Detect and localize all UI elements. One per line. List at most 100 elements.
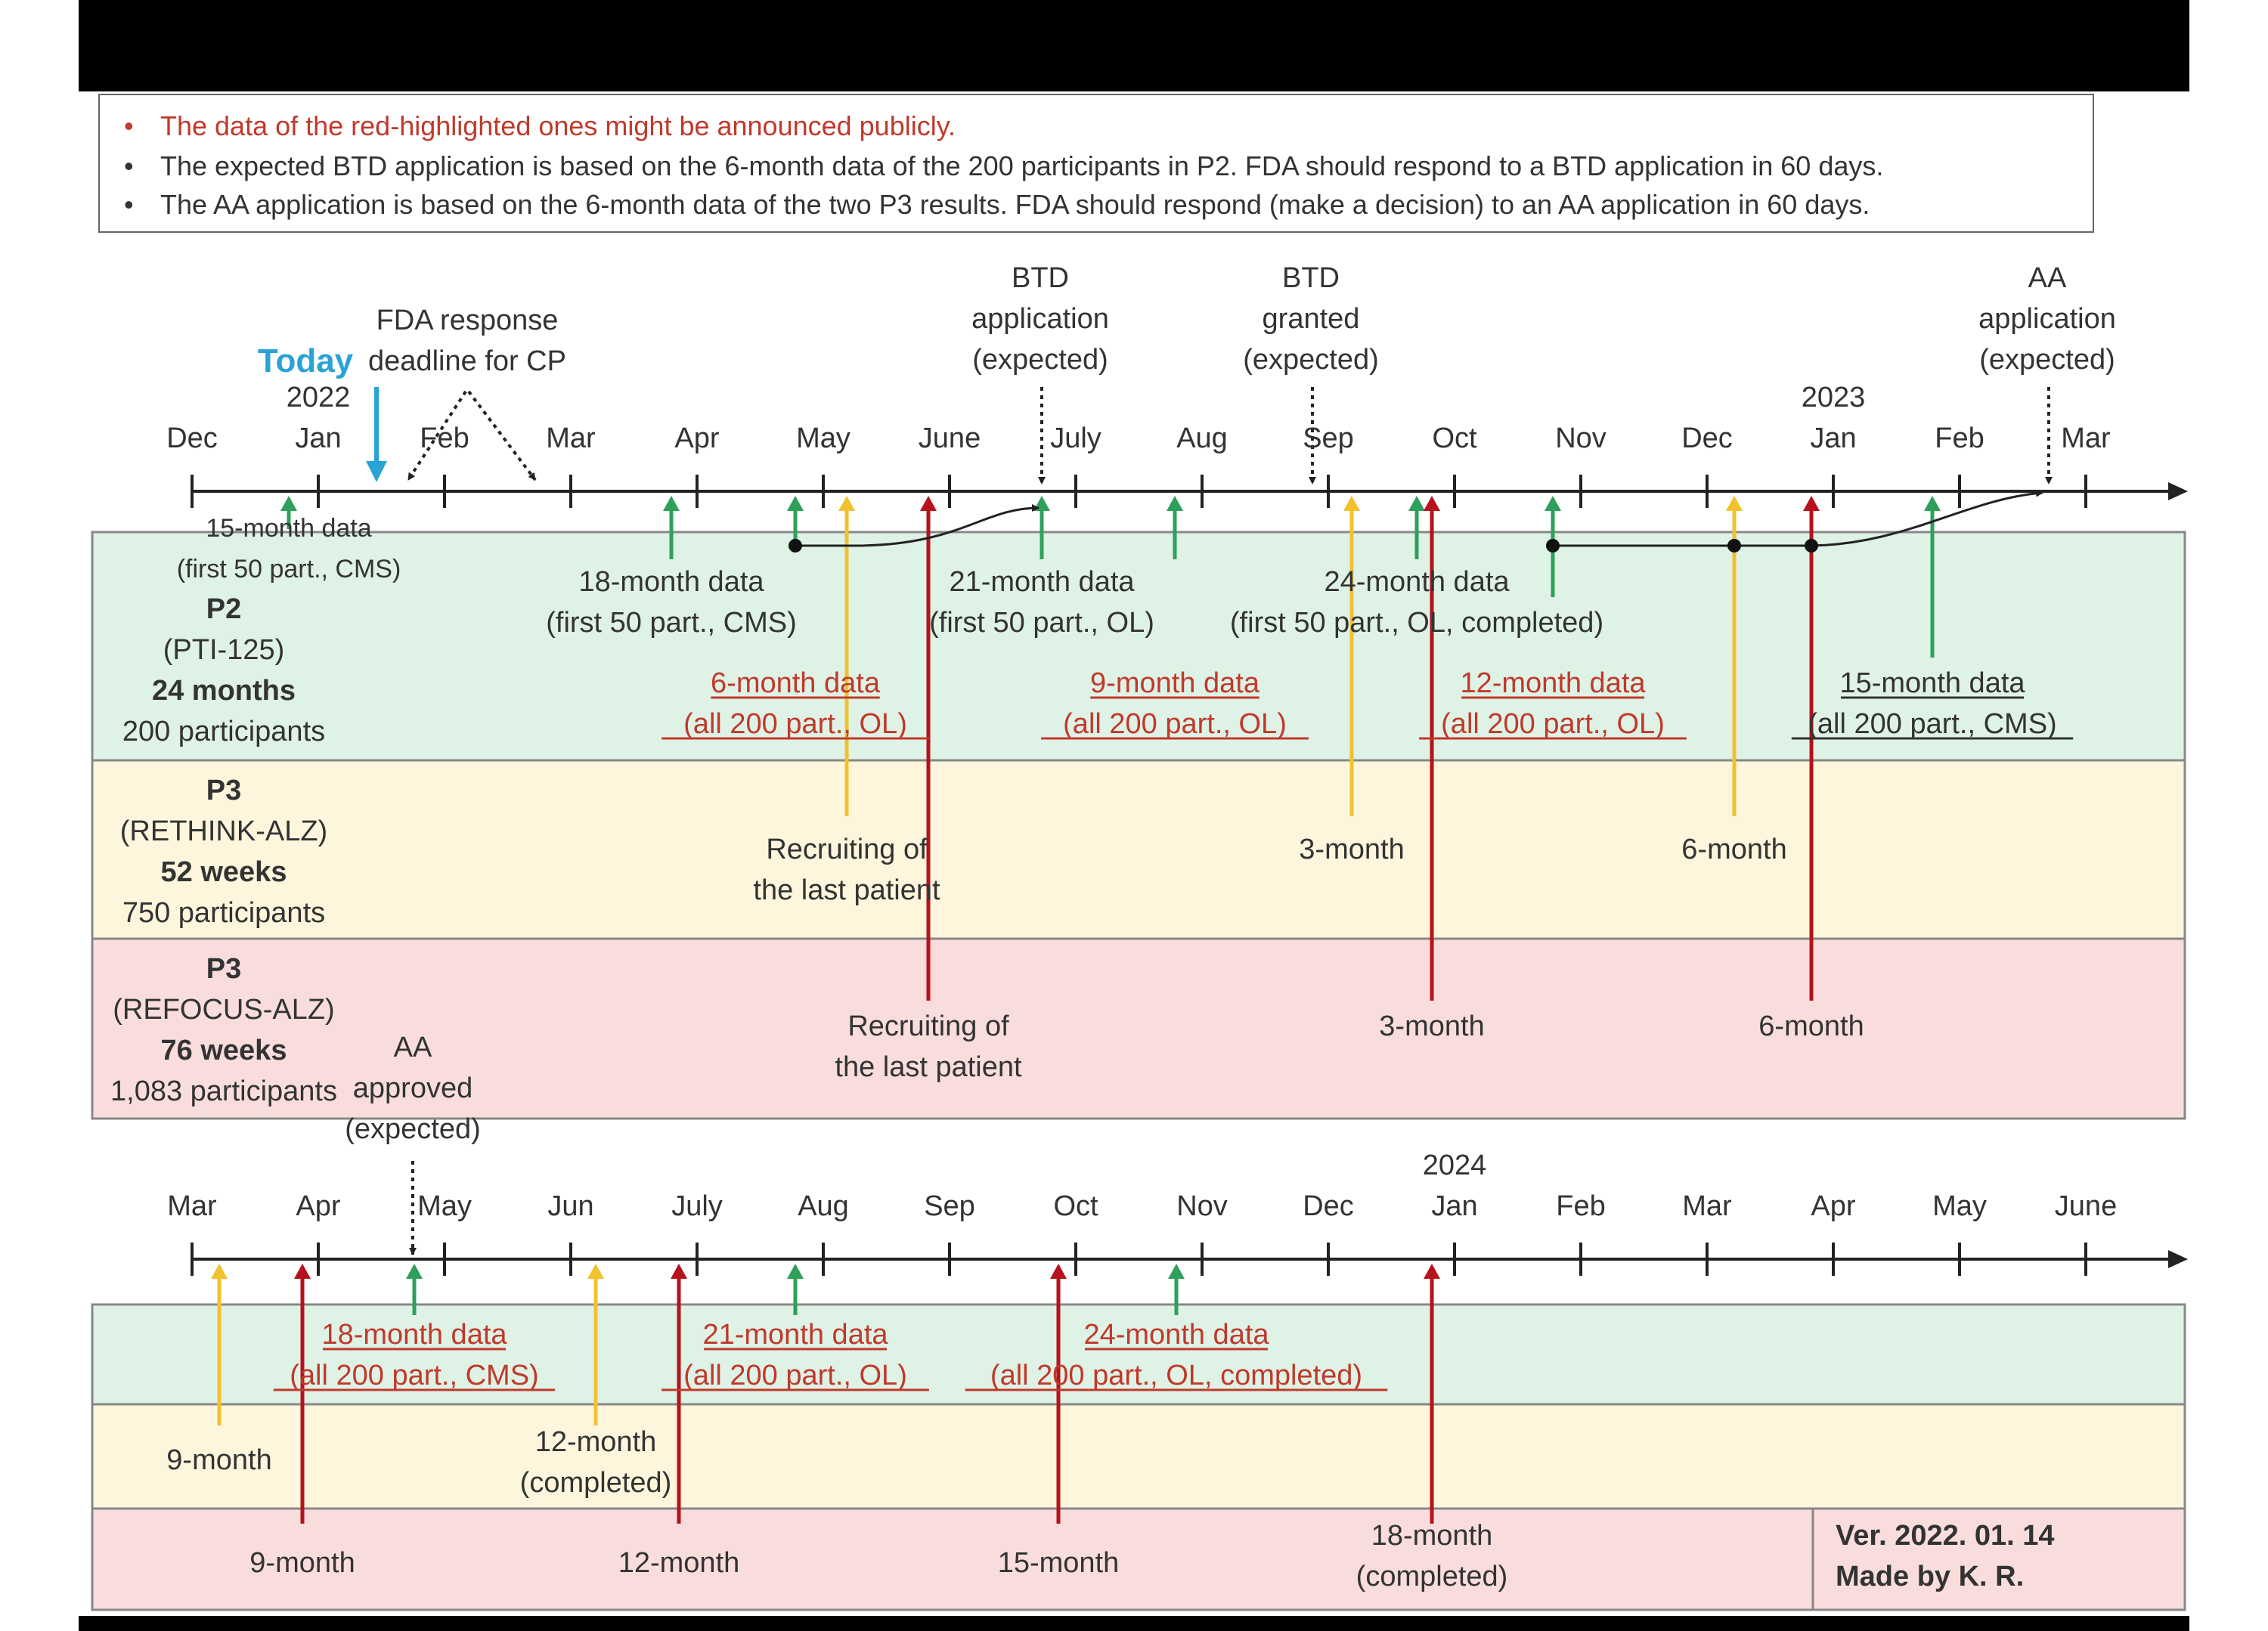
- month-label-line: June: [2055, 1190, 2117, 1222]
- month-label-line: Dec: [1303, 1190, 1354, 1222]
- refocus-18-month-line: (completed): [1356, 1561, 1508, 1592]
- p2-24-month-first50-line: 24-month data: [1324, 566, 1510, 598]
- junction-dot: [1546, 539, 1560, 552]
- aa-approved: AA approved (expected): [345, 1032, 481, 1145]
- year-label-line: 2024: [1423, 1150, 1487, 1181]
- month-label: May: [417, 1190, 472, 1222]
- p2-9-month-all200-line: (all 200 part., OL): [1063, 708, 1287, 740]
- fda-cp-dotted-1: [407, 390, 467, 481]
- study-p2-line: P2: [206, 593, 241, 625]
- p2-9-month-all200-line: 9-month data: [1090, 667, 1260, 699]
- fda-cp-deadline: FDA response deadline for CP: [368, 305, 566, 377]
- month-label: July: [1050, 422, 1101, 454]
- month-label: Dec: [166, 422, 218, 454]
- month-label: Jan: [295, 422, 341, 454]
- aa-application-line: AA: [2028, 262, 2067, 294]
- study-rethink-alz-line: P3: [206, 775, 241, 806]
- aa-application: AA application (expected): [1978, 262, 2116, 376]
- fda-cp-deadline-line: FDA response: [376, 305, 559, 336]
- month-label: Feb: [1556, 1190, 1605, 1222]
- note-btd-basis: The expected BTD application is based on…: [124, 150, 1883, 182]
- green-arrow-head: [1408, 496, 1425, 511]
- aa-approved-line: approved: [353, 1072, 472, 1104]
- p2-18-month-first50-line: (first 50 part., CMS): [546, 607, 797, 639]
- p2-15-month-first50: 15-month data (first 50 part., CMS): [177, 514, 401, 583]
- p2-6-month-all200: 6-month data (all 200 part., OL): [662, 667, 929, 740]
- month-label: Sep: [1303, 422, 1354, 454]
- p2-21-month-all200: 21-month data (all 200 part., OL): [662, 1319, 929, 1391]
- study-rethink-alz-line: 52 weeks: [161, 856, 287, 888]
- month-label-line: Jun: [547, 1190, 593, 1222]
- red-arrow-head: [1050, 1264, 1067, 1279]
- month-label: May: [1932, 1190, 1987, 1222]
- refocus-last-patient-line: the last patient: [835, 1051, 1022, 1083]
- p2-15-month-all200-line: (all 200 part., CMS): [1808, 708, 2056, 740]
- month-label-line: Apr: [1811, 1190, 1855, 1222]
- p2-9-month-all200: 9-month data (all 200 part., OL): [1041, 667, 1309, 740]
- aa-application-line: (expected): [1979, 344, 2115, 376]
- study-p2-line: 24 months: [152, 675, 296, 707]
- month-label: Oct: [1432, 422, 1477, 454]
- rethink-6-month-line: 6-month: [1681, 834, 1786, 865]
- green-arrow-head: [663, 496, 680, 511]
- btd-granted-line: (expected): [1243, 344, 1379, 376]
- aa-approved-line: (expected): [345, 1113, 481, 1145]
- month-label: Jan: [1431, 1190, 1477, 1222]
- btd-application-line: (expected): [972, 344, 1108, 376]
- top-black-bar: [79, 0, 2189, 91]
- rethink-last-patient: Recruiting of the last patient: [753, 834, 940, 906]
- refocus-last-patient: Recruiting of the last patient: [835, 1010, 1022, 1083]
- month-label-line: Sep: [1303, 422, 1354, 454]
- green-arrow-head: [1924, 496, 1941, 511]
- rethink-9-month: 9-month: [166, 1444, 271, 1476]
- junction-dot: [1805, 539, 1818, 552]
- fda-cp-deadline-line: deadline for CP: [368, 345, 566, 377]
- rethink-9-month-line: 9-month: [166, 1444, 271, 1476]
- rethink-6-month: 6-month: [1681, 834, 1786, 865]
- note-red-highlight: The data of the red-highlighted ones mig…: [124, 110, 956, 142]
- p2-6-month-all200-line: 6-month data: [711, 667, 881, 699]
- month-label: June: [919, 422, 981, 454]
- yellow-arrow-head: [838, 496, 855, 511]
- refocus-last-patient-line: Recruiting of: [847, 1010, 1009, 1042]
- month-label: Sep: [924, 1190, 975, 1222]
- btd-granted: BTD granted (expected): [1243, 262, 1379, 376]
- p2-6-month-all200-line: (all 200 part., OL): [683, 708, 907, 740]
- month-label-line: Mar: [1682, 1190, 1732, 1222]
- year-label-line: 2022: [287, 382, 351, 413]
- month-label-line: Aug: [1176, 422, 1228, 454]
- month-label: Mar: [2061, 422, 2111, 454]
- refocus-15-month-line: 15-month: [998, 1547, 1120, 1579]
- p2-12-month-all200-line: 12-month data: [1460, 667, 1646, 699]
- study-rethink-alz: P3 (RETHINK-ALZ) 52 weeks 750 participants: [120, 775, 327, 929]
- version-info: Ver. 2022. 01. 14 Made by K. R.: [1836, 1520, 2055, 1592]
- refocus-15-month: 15-month: [998, 1547, 1120, 1579]
- refocus-9-month-line: 9-month: [249, 1547, 355, 1579]
- p2-24-month-all200: 24-month data (all 200 part., OL, complet…: [965, 1319, 1388, 1391]
- month-label-line: Oct: [1053, 1190, 1098, 1222]
- green-arrow-head: [787, 496, 804, 511]
- month-label-line: May: [796, 422, 850, 454]
- study-refocus-alz: P3 (REFOCUS-ALZ) 76 weeks 1,083 participant…: [110, 953, 337, 1107]
- month-label-line: Aug: [798, 1190, 849, 1222]
- btd-application-line: BTD: [1012, 262, 1069, 294]
- p2-21-month-first50: 21-month data (first 50 part., OL): [929, 566, 1154, 639]
- p2-18-month-first50-line: 18-month data: [578, 566, 764, 598]
- rethink-last-patient-line: the last patient: [753, 874, 940, 906]
- month-label: Aug: [798, 1190, 849, 1222]
- study-refocus-alz-line: P3: [206, 953, 241, 985]
- month-label: July: [671, 1190, 723, 1222]
- bottom-black-bar: [79, 1616, 2189, 1631]
- year-label: 2024: [1423, 1150, 1487, 1181]
- refocus-18-month: 18-month (completed): [1356, 1520, 1508, 1592]
- month-label-line: Jan: [1431, 1190, 1477, 1222]
- refocus-3-month: 3-month: [1379, 1010, 1484, 1042]
- p2-18-month-all200: 18-month data (all 200 part., CMS): [273, 1319, 556, 1391]
- study-refocus-alz-line: 76 weeks: [161, 1035, 287, 1066]
- study-rethink-alz-line: (RETHINK-ALZ): [120, 816, 327, 847]
- green-arrow-head: [1545, 496, 1561, 511]
- btd-granted-line: granted: [1263, 303, 1360, 335]
- p2-12-month-all200: 12-month data (all 200 part., OL): [1419, 667, 1687, 740]
- month-label: Feb: [1935, 422, 1984, 454]
